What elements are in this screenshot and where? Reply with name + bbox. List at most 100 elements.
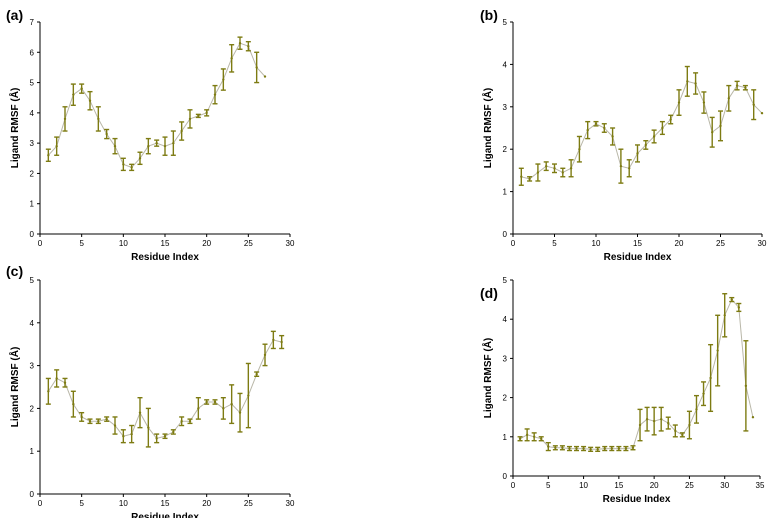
data-point [105,417,108,421]
data-point [47,390,50,393]
data-point [545,164,548,168]
data-point [147,144,150,148]
data-point [147,426,150,429]
data-point [55,144,58,148]
x-tick-label: 15 [614,481,623,490]
y-tick-label: 3 [30,362,35,371]
data-point [652,419,656,423]
x-tick-label: 15 [161,239,170,248]
y-axis-title: Ligand RMSF (Å) [481,338,494,419]
y-tick-label: 4 [503,60,508,69]
x-tick-label: 25 [716,239,725,248]
y-tick-label: 0 [503,230,508,239]
data-point [719,124,722,128]
data-point [582,447,585,450]
data-point [631,446,635,449]
data-point [113,144,117,148]
data-point [213,400,217,404]
x-tick-label: 10 [119,499,128,508]
data-point [744,86,747,89]
x-tick-label: 10 [579,481,588,490]
data-point [155,437,158,440]
data-point [518,437,522,440]
x-tick-label: 20 [202,239,211,248]
y-tick-label: 2 [30,404,35,413]
data-point [638,423,642,427]
x-tick-label: 20 [650,481,659,490]
data-point [63,117,67,121]
data-point [674,429,677,433]
x-axis-title: Residue Index [131,512,199,518]
x-tick-label: 15 [633,239,642,248]
y-tick-label: 2 [503,145,508,154]
data-point [752,103,755,106]
data-point [520,175,523,178]
data-point [694,82,697,85]
data-point [88,99,92,102]
y-tick-label: 5 [30,276,35,285]
data-point [636,152,639,155]
series-line [47,339,282,439]
data-point [130,432,133,436]
data-point [80,415,83,419]
y-tick-label: 0 [30,490,35,499]
data-point [205,111,208,115]
data-point [247,45,250,48]
data-point [660,417,663,421]
y-tick-label: 0 [503,472,508,481]
data-point [744,384,748,388]
data-point [72,93,75,96]
data-point [255,66,258,69]
data-point [113,424,117,427]
y-tick-label: 0 [30,230,35,239]
data-point [163,144,167,148]
x-tick-label: 5 [546,481,551,490]
x-tick-label: 30 [758,239,767,248]
data-point [760,111,764,115]
data-point [255,372,258,376]
data-point [611,135,614,138]
data-point [716,349,719,352]
data-point [561,446,564,449]
x-tick-label: 30 [286,499,295,508]
data-point [130,166,133,169]
data-point [88,420,92,423]
y-tick-label: 3 [30,139,35,148]
y-tick-label: 1 [503,433,508,442]
y-tick-label: 6 [30,48,35,57]
data-point [568,447,571,450]
panel-label: (c) [6,263,23,279]
data-point [586,128,589,132]
data-point [596,448,599,451]
data-point [540,437,543,440]
panel-label: (a) [6,7,23,23]
x-tick-label: 5 [552,239,557,248]
data-point [528,177,531,181]
data-point [180,420,183,423]
y-tick-label: 4 [30,319,35,328]
chart-panel-3: (d) 0 5 10 15 20 25 30 35 0 1 2 3 4 5 Residue Index Liga… [480,276,765,505]
data-point [603,447,606,450]
x-tick-label: 25 [244,499,253,508]
y-tick-label: 5 [30,79,35,88]
x-tick-label: 0 [511,239,516,248]
data-point [155,141,158,145]
data-point [163,435,167,438]
data-point [138,411,142,414]
chart-panel-2: (c) 0 5 10 15 20 25 30 0 1 2 3 4 5 Residue Index Ligand… [6,263,295,518]
data-point [737,306,741,309]
x-axis-title: Residue Index [604,252,672,263]
x-tick-label: 15 [161,499,170,508]
data-point [735,84,739,87]
x-axis-title: Residue Index [131,252,199,263]
data-point [105,132,108,136]
data-point [188,117,192,121]
data-point [55,377,58,380]
data-point [751,416,755,419]
data-point [180,129,183,133]
data-point [72,402,75,406]
data-point [222,407,225,410]
data-point [645,417,649,421]
y-axis-title: Ligand RMSF (Å) [481,88,494,169]
y-tick-label: 7 [30,18,35,27]
